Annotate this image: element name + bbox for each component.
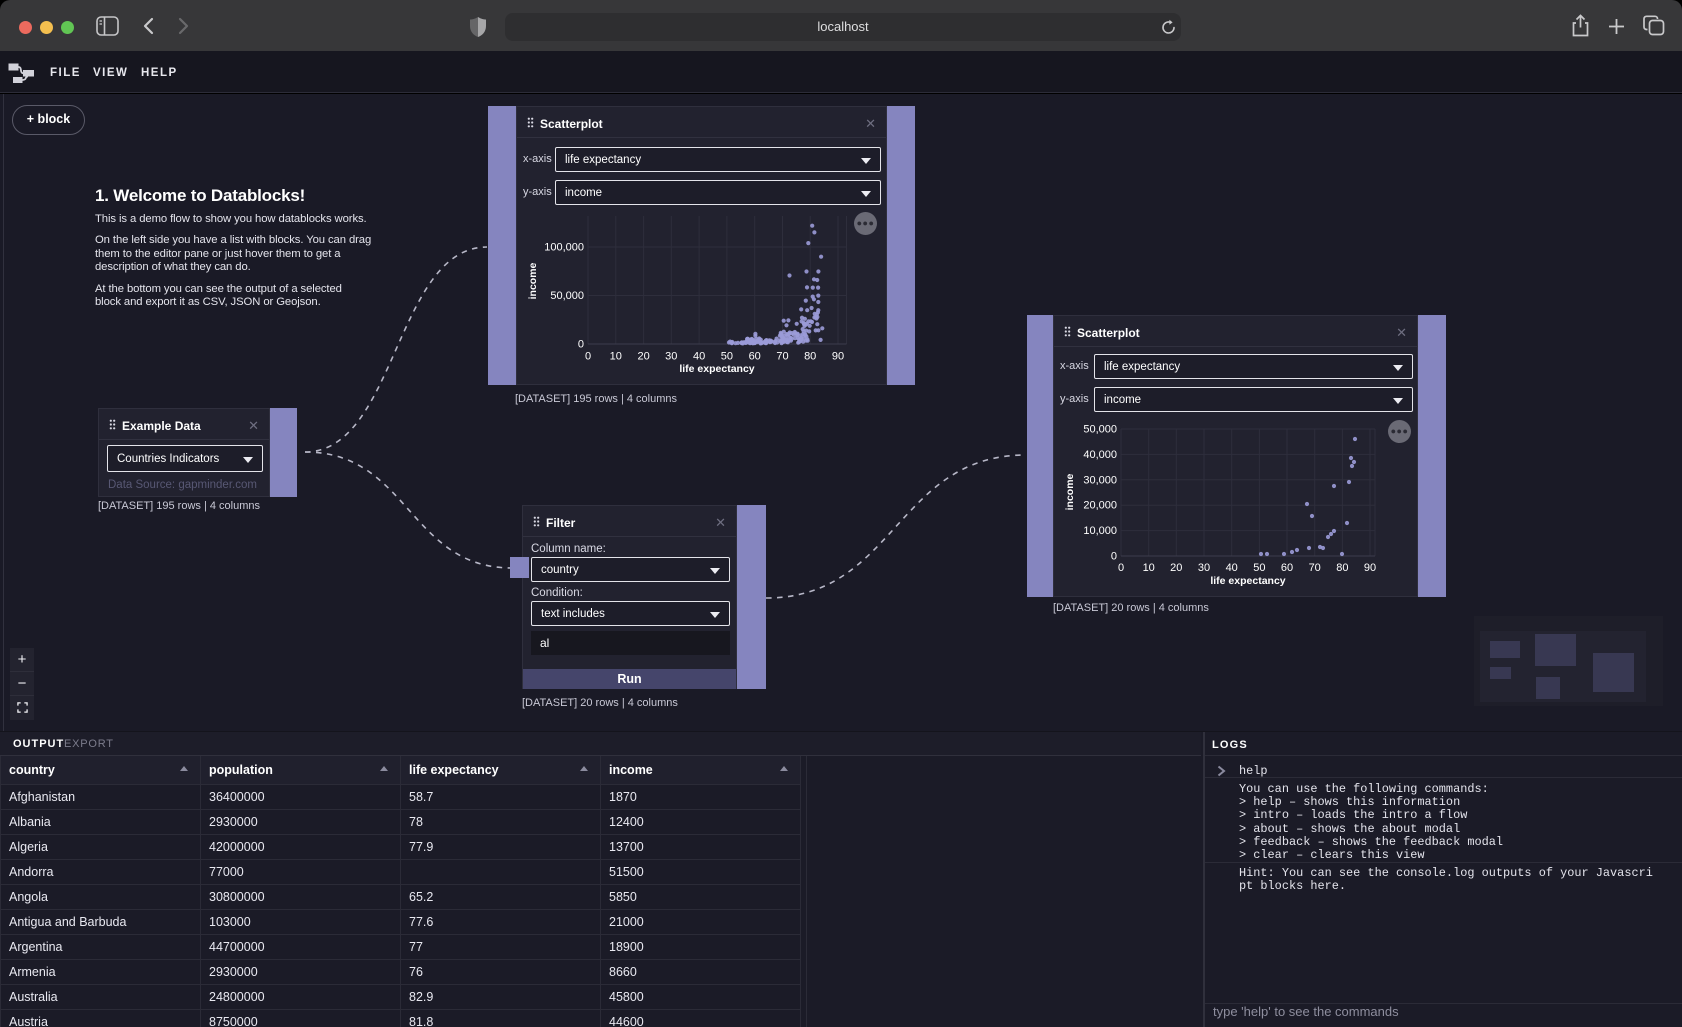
svg-text:20: 20 [637, 351, 649, 363]
svg-text:life expectancy: life expectancy [1210, 575, 1285, 587]
svg-text:50,000: 50,000 [1083, 424, 1117, 436]
svg-text:life expectancy: life expectancy [679, 363, 754, 375]
svg-text:90: 90 [1364, 562, 1376, 574]
svg-text:10: 10 [610, 351, 622, 363]
svg-text:income: income [527, 262, 539, 299]
svg-text:100,000: 100,000 [544, 242, 584, 254]
svg-text:60: 60 [749, 351, 761, 363]
svg-text:0: 0 [1111, 551, 1117, 563]
svg-text:20,000: 20,000 [1083, 500, 1117, 512]
svg-text:40: 40 [1226, 562, 1238, 574]
svg-text:10: 10 [1143, 562, 1155, 574]
svg-text:20: 20 [1170, 562, 1182, 574]
svg-text:70: 70 [776, 351, 788, 363]
svg-text:30,000: 30,000 [1083, 474, 1117, 486]
svg-text:50: 50 [721, 351, 733, 363]
svg-text:10,000: 10,000 [1083, 525, 1117, 537]
svg-text:0: 0 [578, 339, 584, 351]
svg-text:60: 60 [1281, 562, 1293, 574]
svg-text:80: 80 [1336, 562, 1348, 574]
svg-text:income: income [1064, 473, 1076, 510]
svg-text:40: 40 [693, 351, 705, 363]
svg-text:0: 0 [585, 351, 591, 363]
svg-text:70: 70 [1309, 562, 1321, 574]
svg-text:90: 90 [832, 351, 844, 363]
svg-text:40,000: 40,000 [1083, 449, 1117, 461]
svg-text:0: 0 [1118, 562, 1124, 574]
svg-text:50: 50 [1253, 562, 1265, 574]
svg-text:30: 30 [1198, 562, 1210, 574]
svg-text:30: 30 [665, 351, 677, 363]
svg-text:50,000: 50,000 [550, 290, 584, 302]
svg-text:80: 80 [804, 351, 816, 363]
